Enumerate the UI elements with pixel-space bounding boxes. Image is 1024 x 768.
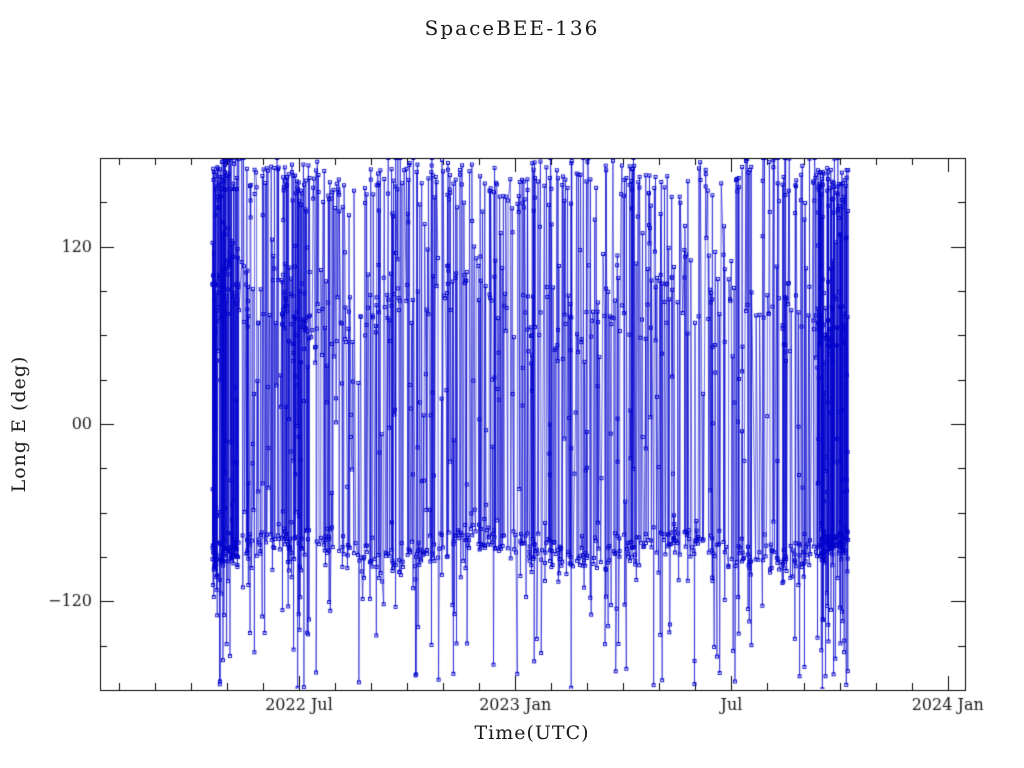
x-axis-label: Time(UTC) (474, 722, 589, 744)
y-axis-label: Long E (deg) (8, 356, 30, 493)
chart-title: SpaceBEE-136 (0, 16, 1024, 40)
chart-figure: SpaceBEE-136 Long E (deg) Time(UTC) (0, 0, 1024, 768)
plot-canvas (0, 0, 1024, 768)
